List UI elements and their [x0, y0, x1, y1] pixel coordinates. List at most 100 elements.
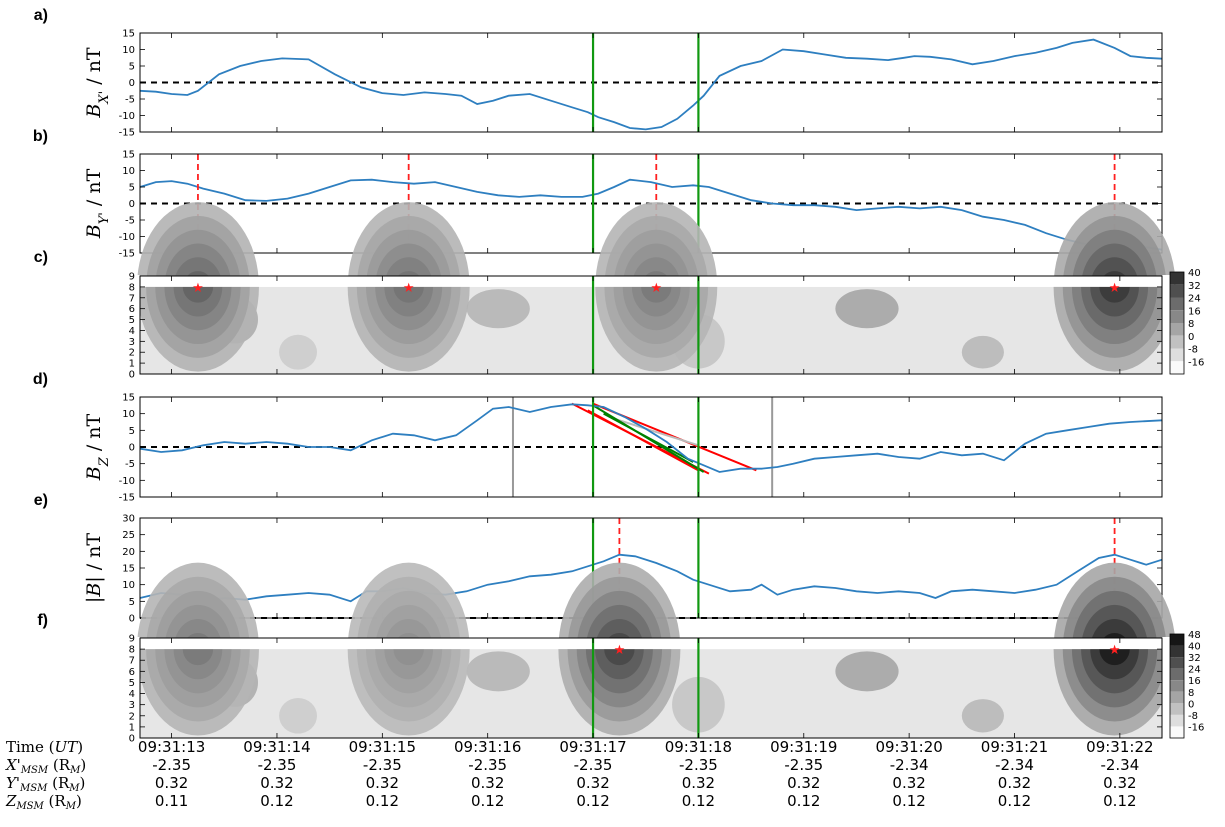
row-header-sub2: M — [69, 765, 81, 776]
y-tick-label: 0 — [129, 734, 135, 745]
y-tick-label: 4 — [129, 689, 135, 700]
y-axis-label: |B| / nT — [83, 533, 105, 603]
y-axis-label: BZ / nT — [83, 413, 112, 481]
row-header: Y'MSM (RM) — [6, 774, 85, 794]
y-axis-unit: / nT — [83, 533, 105, 577]
row-header-end: ) — [76, 792, 82, 810]
panel-letter: c) — [34, 249, 48, 266]
table-cell-x: -2.34 — [995, 756, 1034, 774]
table-cell-time: 09:31:16 — [454, 738, 521, 756]
y-tick-label: 4 — [129, 326, 135, 337]
y-axis-subscript: Y' — [97, 212, 112, 224]
table-cell-x: -2.35 — [152, 756, 191, 774]
panel-letter: e) — [34, 492, 48, 509]
table-cell-y: 0.32 — [892, 774, 925, 792]
y-axis-unit: / nT — [83, 47, 105, 91]
table-cell-time: 09:31:17 — [559, 738, 626, 756]
y-axis-symbol: |B| — [83, 576, 105, 603]
colorbar-tick: 32 — [1188, 281, 1201, 292]
y-tick-label: 25 — [122, 530, 135, 541]
table-cell-z: 0.12 — [998, 792, 1031, 810]
fit-line — [603, 412, 694, 463]
panel-letter: d) — [33, 371, 48, 388]
colorbar-tick: -8 — [1188, 711, 1198, 722]
axes-frame — [139, 32, 1163, 133]
y-axis-symbol: B — [83, 224, 105, 239]
y-tick-label: 3 — [129, 700, 135, 711]
y-tick-label: 7 — [129, 293, 135, 304]
heatmap-patch — [961, 335, 1004, 369]
table-cell-time: 09:31:21 — [981, 738, 1048, 756]
table-cell-x: -2.35 — [574, 756, 613, 774]
colorbar-segment — [1170, 645, 1184, 658]
colorbar-tick: -8 — [1188, 345, 1198, 356]
heatmap-patch — [466, 289, 530, 329]
row-header-main: Time ( — [6, 738, 55, 756]
y-tick-label: -5 — [125, 216, 135, 227]
table-cell-time: 09:31:22 — [1086, 738, 1153, 756]
y-tick-label: 0 — [129, 199, 135, 210]
row-header-tail: (R — [47, 774, 70, 792]
row-header-main: Z — [5, 792, 17, 810]
panel-d: d) BZ / nT -15 -10 -5 0 5 10 15 — [33, 371, 1163, 504]
colorbar-segment — [1170, 310, 1184, 323]
row-header-end: ) — [80, 756, 86, 774]
data-series — [139, 403, 1163, 473]
colorbar-tick: 40 — [1188, 642, 1201, 653]
table-cell-y: 0.32 — [787, 774, 820, 792]
y-tick-label: 7 — [129, 656, 135, 667]
row-header-main: Y' — [6, 774, 20, 792]
top-band — [140, 276, 1162, 287]
panel-letter: b) — [33, 128, 48, 145]
colorbar-segment — [1170, 703, 1184, 715]
colorbar-tick: 40 — [1188, 268, 1201, 279]
table-cell-x: -2.35 — [468, 756, 507, 774]
y-tick-label: -10 — [119, 111, 135, 122]
table-cell-z: 0.12 — [471, 792, 504, 810]
coordinate-table: Time (UT)X'MSM (RM)Y'MSM (RM)ZMSM (RM)09… — [5, 738, 1154, 812]
table-cell-x: -2.35 — [363, 756, 402, 774]
table-cell-y: 0.32 — [998, 774, 1031, 792]
y-axis-unit: / nT — [83, 413, 105, 457]
colorbar-segment — [1170, 272, 1184, 285]
y-tick-label: 5 — [129, 426, 135, 437]
y-tick-label: -10 — [119, 476, 135, 487]
colorbar-segment — [1170, 726, 1184, 738]
y-tick-label: -5 — [125, 459, 135, 470]
y-tick-label: 15 — [122, 393, 135, 404]
heatmap-patch — [961, 699, 1004, 733]
table-cell-time: 09:31:15 — [349, 738, 416, 756]
colorbar-tick: 8 — [1188, 319, 1194, 330]
y-tick-label: -15 — [119, 493, 135, 504]
colorbar-tick: 24 — [1188, 294, 1201, 305]
y-axis-label: BX' / nT — [83, 47, 112, 119]
table-cell-z: 0.12 — [260, 792, 293, 810]
y-tick-label: 5 — [129, 597, 135, 608]
left-mask — [80, 275, 140, 375]
heatmap-patch — [835, 651, 899, 692]
colorbar-segment — [1170, 335, 1184, 349]
panel-a: a) BX' / nT -15 -10 -5 0 5 10 15 — [34, 7, 1163, 139]
y-axis-label: BY' / nT — [83, 168, 112, 239]
table-cell-time: 09:31:20 — [875, 738, 942, 756]
row-header-sub2: M — [65, 801, 77, 812]
data-series — [139, 553, 1163, 603]
data-series — [139, 38, 1163, 131]
colorbar-tick: 32 — [1188, 653, 1201, 664]
y-tick-label: 30 — [122, 514, 135, 525]
y-tick-label: 9 — [129, 272, 135, 283]
table-cell-z: 0.12 — [366, 792, 399, 810]
fit-line — [613, 417, 699, 447]
colorbar-segment — [1170, 657, 1184, 669]
peak-star: ★ — [650, 281, 662, 296]
panel-letter: a) — [34, 7, 48, 24]
peak-star: ★ — [192, 281, 204, 296]
row-header-sub: MSM — [19, 783, 48, 794]
table-cell-z: 0.12 — [1103, 792, 1136, 810]
colorbar-tick: -16 — [1188, 722, 1204, 733]
y-tick-label: 10 — [122, 409, 135, 420]
table-cell-x: -2.34 — [890, 756, 929, 774]
y-tick-label: 20 — [122, 547, 135, 558]
y-tick-label: 10 — [122, 45, 135, 56]
